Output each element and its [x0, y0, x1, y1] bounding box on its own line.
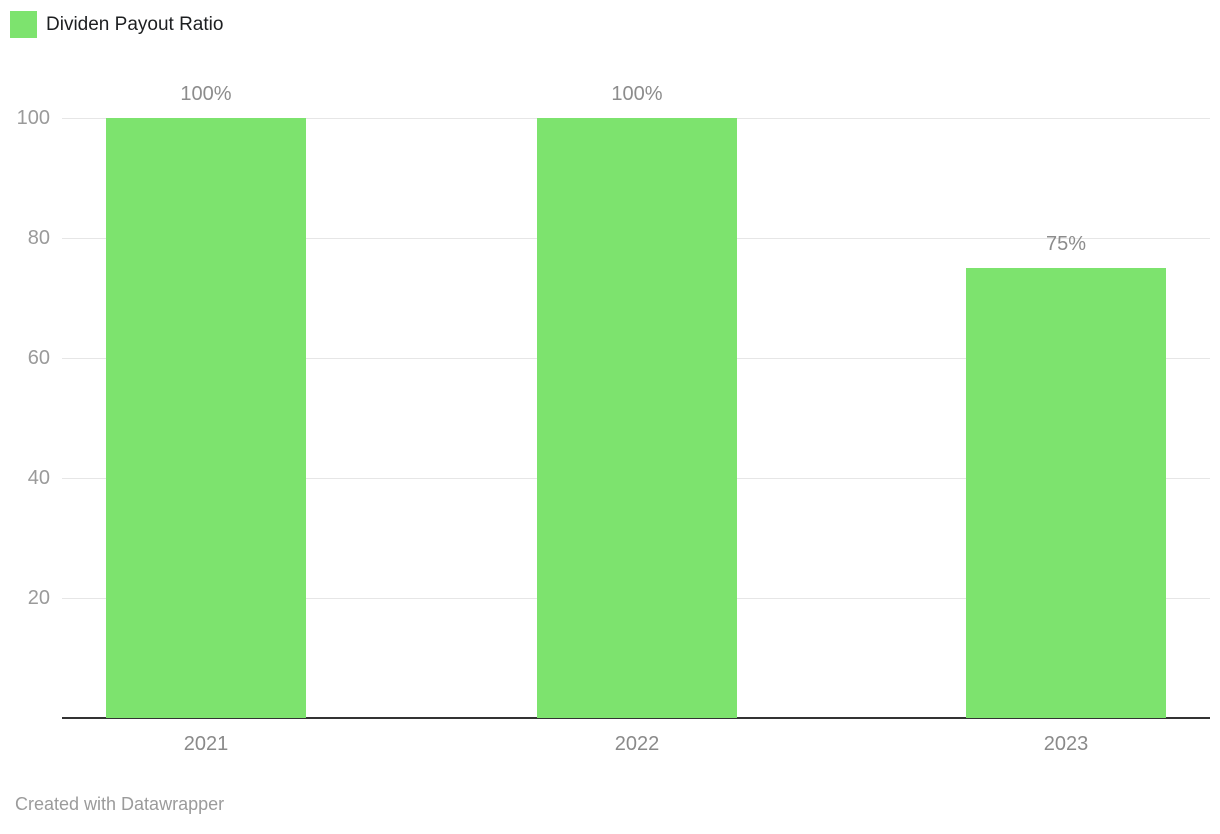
legend-label: Dividen Payout Ratio — [46, 14, 224, 35]
y-axis-tick-label: 40 — [27, 467, 50, 489]
y-axis-tick-label: 20 — [27, 587, 50, 609]
x-axis-category-label: 2023 — [1043, 733, 1089, 755]
y-axis-tick-label: 100 — [16, 107, 50, 129]
x-axis-category-label: 2021 — [183, 733, 229, 755]
legend: Dividen Payout Ratio — [10, 11, 223, 38]
y-axis-tick-label: 80 — [27, 227, 50, 249]
x-axis-line — [62, 717, 1210, 719]
x-axis-category-label: 2022 — [614, 733, 660, 755]
y-axis-tick-label: 60 — [27, 347, 50, 369]
bar-value-label: 100% — [180, 83, 232, 105]
bar-2023 — [966, 268, 1166, 718]
bar-2022 — [537, 118, 737, 718]
legend-color-swatch — [10, 11, 37, 38]
bar-value-label: 75% — [1045, 233, 1087, 255]
bar-value-label: 100% — [611, 83, 663, 105]
bar-2021 — [106, 118, 306, 718]
attribution-link[interactable]: Created with Datawrapper — [15, 794, 225, 814]
